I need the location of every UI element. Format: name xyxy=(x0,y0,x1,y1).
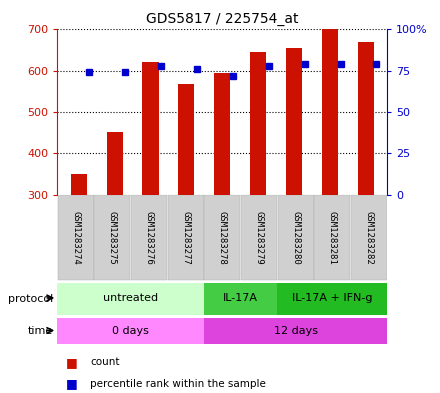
Text: GSM1283276: GSM1283276 xyxy=(144,211,154,264)
Bar xyxy=(351,195,387,280)
Bar xyxy=(143,62,158,195)
Text: GSM1283277: GSM1283277 xyxy=(181,211,190,264)
Text: percentile rank within the sample: percentile rank within the sample xyxy=(90,378,266,389)
Bar xyxy=(286,48,302,195)
Text: ■: ■ xyxy=(66,356,78,369)
Text: GSM1283281: GSM1283281 xyxy=(328,211,337,264)
Text: IL-17A: IL-17A xyxy=(223,293,258,303)
Bar xyxy=(204,195,240,280)
Text: GSM1283274: GSM1283274 xyxy=(71,211,80,264)
Text: IL-17A + IFN-g: IL-17A + IFN-g xyxy=(292,293,372,303)
Text: count: count xyxy=(90,357,120,367)
Text: GSM1283282: GSM1283282 xyxy=(364,211,374,264)
Bar xyxy=(277,283,387,314)
Text: ■: ■ xyxy=(66,377,78,390)
Text: GSM1283279: GSM1283279 xyxy=(254,211,264,264)
Text: time: time xyxy=(28,326,53,336)
Bar xyxy=(214,73,230,195)
Bar xyxy=(358,42,374,195)
Bar xyxy=(204,283,277,314)
Text: GSM1283278: GSM1283278 xyxy=(218,211,227,264)
Text: untreated: untreated xyxy=(103,293,158,303)
Bar xyxy=(71,174,87,195)
Text: GSM1283275: GSM1283275 xyxy=(108,211,117,264)
Bar xyxy=(204,318,387,344)
Bar xyxy=(58,195,94,280)
Bar xyxy=(278,195,314,280)
Bar xyxy=(250,52,266,195)
Bar xyxy=(57,318,204,344)
Text: 0 days: 0 days xyxy=(112,325,149,336)
Title: GDS5817 / 225754_at: GDS5817 / 225754_at xyxy=(146,12,298,26)
Bar xyxy=(241,195,277,280)
Bar xyxy=(57,283,204,314)
Text: 12 days: 12 days xyxy=(274,325,318,336)
Bar xyxy=(106,132,123,195)
Bar xyxy=(168,195,203,280)
Text: protocol: protocol xyxy=(7,294,53,304)
Bar xyxy=(131,195,167,280)
Text: GSM1283280: GSM1283280 xyxy=(291,211,300,264)
Bar xyxy=(178,84,194,195)
Bar xyxy=(322,29,338,195)
Bar xyxy=(314,195,350,280)
Bar xyxy=(94,195,130,280)
